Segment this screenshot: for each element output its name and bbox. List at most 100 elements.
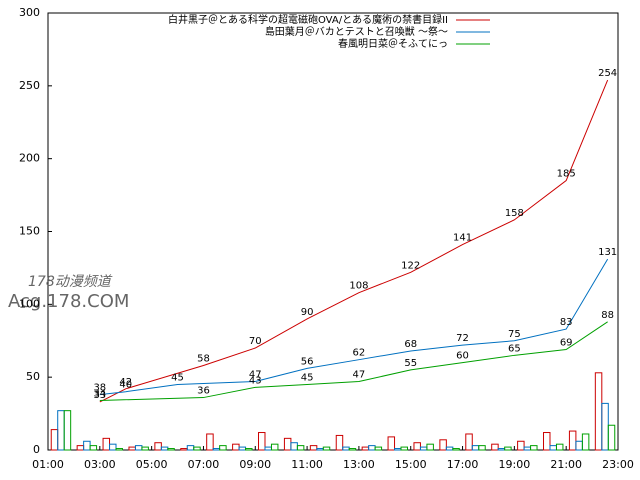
hourly-bar xyxy=(316,448,324,451)
hourly-bar xyxy=(361,446,370,451)
hourly-bar xyxy=(63,410,72,451)
hourly-bar xyxy=(348,448,357,451)
hourly-bar xyxy=(270,443,279,451)
hourly-bar xyxy=(368,445,376,451)
data-label: 131 xyxy=(598,247,617,258)
hourly-bar xyxy=(50,429,59,451)
y-tick-label: 150 xyxy=(19,225,40,238)
data-label: 72 xyxy=(456,333,469,344)
data-label: 108 xyxy=(349,281,368,292)
hourly-bar xyxy=(413,442,421,451)
x-tick-label: 01:00 xyxy=(32,458,64,471)
hourly-bar xyxy=(543,432,551,451)
data-label: 68 xyxy=(404,339,417,350)
hourly-bar xyxy=(452,448,460,451)
data-label: 36 xyxy=(197,386,210,397)
data-label: 185 xyxy=(557,169,576,180)
data-label: 55 xyxy=(404,358,417,369)
data-label: 45 xyxy=(301,372,314,383)
hourly-bar xyxy=(283,437,292,451)
hourly-bar xyxy=(581,433,590,451)
hourly-bar xyxy=(465,433,473,451)
y-tick-label: 300 xyxy=(19,6,40,19)
y-tick-label: 0 xyxy=(33,443,40,456)
hourly-bar xyxy=(167,448,175,451)
data-label: 56 xyxy=(301,356,314,367)
hourly-bar xyxy=(568,430,577,451)
hourly-bar xyxy=(206,433,214,451)
data-label: 45 xyxy=(171,372,184,383)
hourly-bar xyxy=(374,446,383,451)
watermark-line1: 178动漫频道 xyxy=(28,274,113,290)
hourly-bar xyxy=(445,446,454,451)
series-line xyxy=(99,258,609,396)
x-tick-label: 17:00 xyxy=(447,458,479,471)
y-tick-label: 250 xyxy=(19,79,40,92)
hourly-bar xyxy=(89,445,98,451)
hourly-bar xyxy=(419,446,428,451)
x-tick-label: 07:00 xyxy=(188,458,220,471)
hourly-bar xyxy=(322,446,331,451)
hourly-bar xyxy=(238,446,247,451)
hourly-bar xyxy=(160,446,169,451)
hourly-bar xyxy=(83,440,91,451)
x-tick-label: 15:00 xyxy=(395,458,427,471)
hourly-bar xyxy=(290,442,298,451)
hourly-bar xyxy=(387,436,396,451)
hourly-bar xyxy=(141,446,149,451)
hourly-bar xyxy=(517,440,525,451)
data-label: 122 xyxy=(401,260,420,271)
data-label: 40 xyxy=(119,380,132,391)
hourly-bar xyxy=(245,448,253,451)
hourly-bar xyxy=(342,446,350,451)
data-label: 33 xyxy=(93,390,106,401)
data-label: 42 xyxy=(119,377,132,388)
hourly-bar xyxy=(186,445,195,451)
data-label: 58 xyxy=(197,354,210,365)
hourly-bar xyxy=(219,445,227,451)
hourly-bar xyxy=(478,445,486,451)
hourly-bar xyxy=(523,446,532,451)
hourly-bar xyxy=(471,445,480,451)
hourly-bar xyxy=(497,448,506,451)
hourly-bar xyxy=(426,443,434,451)
data-label: 75 xyxy=(508,329,521,340)
data-label: 141 xyxy=(453,233,472,244)
hourly-bar xyxy=(76,445,85,451)
data-label: 90 xyxy=(301,307,314,318)
hourly-bar xyxy=(57,410,65,451)
hourly-bar xyxy=(232,443,240,451)
hourly-bar xyxy=(296,445,305,451)
hourly-bar xyxy=(258,432,266,451)
hourly-bar xyxy=(212,448,221,451)
hourly-bar xyxy=(601,402,609,451)
x-tick-label: 23:00 xyxy=(602,458,634,471)
legend-label: 白井黒子＠とある科学の超電磁砲OVA/とある魔術の禁書目録II xyxy=(168,13,448,26)
hourly-bar xyxy=(607,424,616,451)
hourly-bar xyxy=(180,448,188,451)
series-line xyxy=(99,321,608,401)
hourly-bar xyxy=(491,443,499,451)
hourly-bar xyxy=(115,448,123,451)
hourly-bar xyxy=(109,443,117,451)
x-tick-label: 11:00 xyxy=(291,458,323,471)
hourly-bar xyxy=(555,443,564,451)
data-label: 38 xyxy=(93,383,106,394)
data-label: 62 xyxy=(353,348,366,359)
data-label: 47 xyxy=(353,370,366,381)
x-tick-label: 09:00 xyxy=(239,458,271,471)
hourly-bar xyxy=(400,446,408,451)
hourly-bar xyxy=(594,372,603,451)
watermark-line2: Acg.178.COM xyxy=(8,291,129,312)
hourly-bar xyxy=(575,440,583,451)
data-label: 83 xyxy=(560,317,573,328)
data-label: 88 xyxy=(601,310,614,321)
x-tick-label: 03:00 xyxy=(84,458,116,471)
legend-label: 島田葉月＠バカとテストと召喚獣 ～祭～ xyxy=(265,25,448,38)
data-label: 60 xyxy=(456,351,469,362)
data-label: 47 xyxy=(249,370,262,381)
plot-frame xyxy=(47,12,619,451)
hourly-bar xyxy=(102,437,111,451)
